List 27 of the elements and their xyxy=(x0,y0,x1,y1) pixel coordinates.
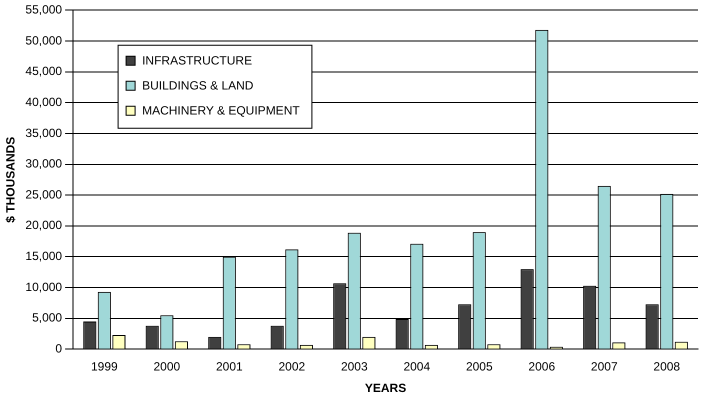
y-tick-label: 40,000 xyxy=(25,94,62,109)
legend-label: MACHINERY & EQUIPMENT xyxy=(142,104,300,118)
x-tick-label: 2005 xyxy=(466,360,493,374)
legend-label: BUILDINGS & LAND xyxy=(142,78,254,93)
y-tick-label: 0 xyxy=(55,342,62,356)
x-tick-label: 2006 xyxy=(528,360,556,374)
y-axis-title: $ THOUSANDS xyxy=(4,136,18,223)
y-tick-label: 5,000 xyxy=(32,310,62,325)
x-tick-label: 2004 xyxy=(403,360,430,374)
x-tick-label: 2003 xyxy=(340,360,368,374)
y-tick-label: 55,000 xyxy=(25,2,62,17)
legend-label: INFRASTRUCTURE xyxy=(142,54,252,68)
x-tick-label: 2007 xyxy=(590,360,618,374)
x-tick-label: 2002 xyxy=(278,360,306,374)
x-tick-label: 2008 xyxy=(653,360,680,374)
y-tick-label: 25,000 xyxy=(25,187,62,202)
y-tick-label: 30,000 xyxy=(25,156,62,171)
y-tick-label: 10,000 xyxy=(25,280,62,294)
x-axis-title: YEARS xyxy=(364,381,406,396)
y-tick-label: 20,000 xyxy=(25,218,62,232)
x-tick-label: 1999 xyxy=(90,360,118,374)
x-tick-label: 2001 xyxy=(216,360,243,374)
y-tick-label: 35,000 xyxy=(25,126,62,140)
y-tick-label: 45,000 xyxy=(25,64,62,78)
y-tick-label: 15,000 xyxy=(25,249,62,264)
y-tick-label: 50,000 xyxy=(25,33,62,48)
x-tick-label: 2000 xyxy=(153,360,181,374)
